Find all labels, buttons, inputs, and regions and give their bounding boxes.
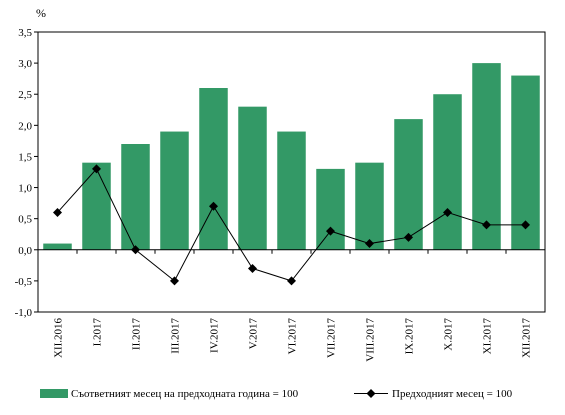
x-tick-label: XII.2016 (53, 318, 65, 359)
y-tick-label: 1,0 (18, 183, 32, 195)
bar (82, 162, 111, 250)
x-tick-label: III.2017 (170, 318, 182, 354)
line-point (404, 232, 413, 242)
plot-area (37, 31, 546, 313)
bar (472, 63, 501, 250)
y-tick-label: 0,5 (18, 214, 32, 226)
line-point (443, 207, 452, 217)
line-point (326, 226, 335, 236)
legend-diamond-icon (366, 389, 376, 398)
legend-bar-swatch (40, 389, 68, 398)
y-tick-label: 3,0 (18, 58, 32, 70)
line-point (209, 201, 218, 211)
bar (199, 88, 228, 250)
bar (433, 94, 462, 250)
y-tick-label: 3,5 (18, 27, 32, 39)
bar (43, 243, 72, 250)
line-series (53, 164, 530, 286)
y-tick-label: 0,0 (18, 245, 32, 257)
x-tick-label: VI.2017 (287, 318, 299, 355)
bar-series (43, 63, 540, 250)
x-tick-label: VII.2017 (326, 318, 338, 359)
bar (160, 131, 189, 250)
x-tick-label: IV.2017 (209, 318, 221, 353)
x-tick-label: I.2017 (92, 318, 104, 347)
x-tick-label: IX.2017 (404, 318, 416, 355)
line-point (248, 263, 257, 273)
line-point (482, 220, 491, 230)
line-point (53, 207, 62, 217)
y-tick-label: 1,5 (18, 151, 32, 163)
line-point (92, 164, 101, 174)
bar (121, 144, 150, 250)
line-point (365, 239, 374, 249)
y-tick-label: 2,5 (18, 89, 32, 101)
bar (238, 106, 267, 250)
bar (316, 168, 345, 250)
bar (394, 119, 423, 250)
line-point (287, 276, 296, 286)
legend-bar-label: Съответният месец на предходната година … (71, 388, 299, 400)
bar (277, 131, 306, 250)
line-point (131, 245, 140, 255)
bar (355, 162, 384, 250)
x-tick-label: XI.2017 (482, 318, 494, 355)
y-axis: 3,5 3,0 2,5 2,0 1,5 1,0 0,5 0,0 -0,5 -1,0 (15, 27, 38, 319)
y-tick-label: 2,0 (18, 120, 32, 132)
line-point (170, 276, 179, 286)
line-point (521, 220, 530, 230)
x-tick-label: XII.2017 (521, 318, 533, 359)
x-tick-label: X.2017 (443, 318, 455, 351)
y-tick-label: -1,0 (15, 307, 33, 319)
legend: Съответният месец на предходната година … (40, 388, 513, 400)
y-unit-label: % (36, 6, 46, 20)
y-tick-label: -0,5 (15, 276, 33, 288)
x-tick-label: VIII.2017 (365, 318, 377, 362)
x-axis: XII.2016 I.2017 II.2017 III.2017 IV.2017 V.20… (37, 249, 546, 362)
x-tick-label: V.2017 (248, 318, 260, 350)
x-tick-label: II.2017 (131, 318, 143, 351)
legend-line-label: Предходният месец = 100 (392, 388, 513, 400)
